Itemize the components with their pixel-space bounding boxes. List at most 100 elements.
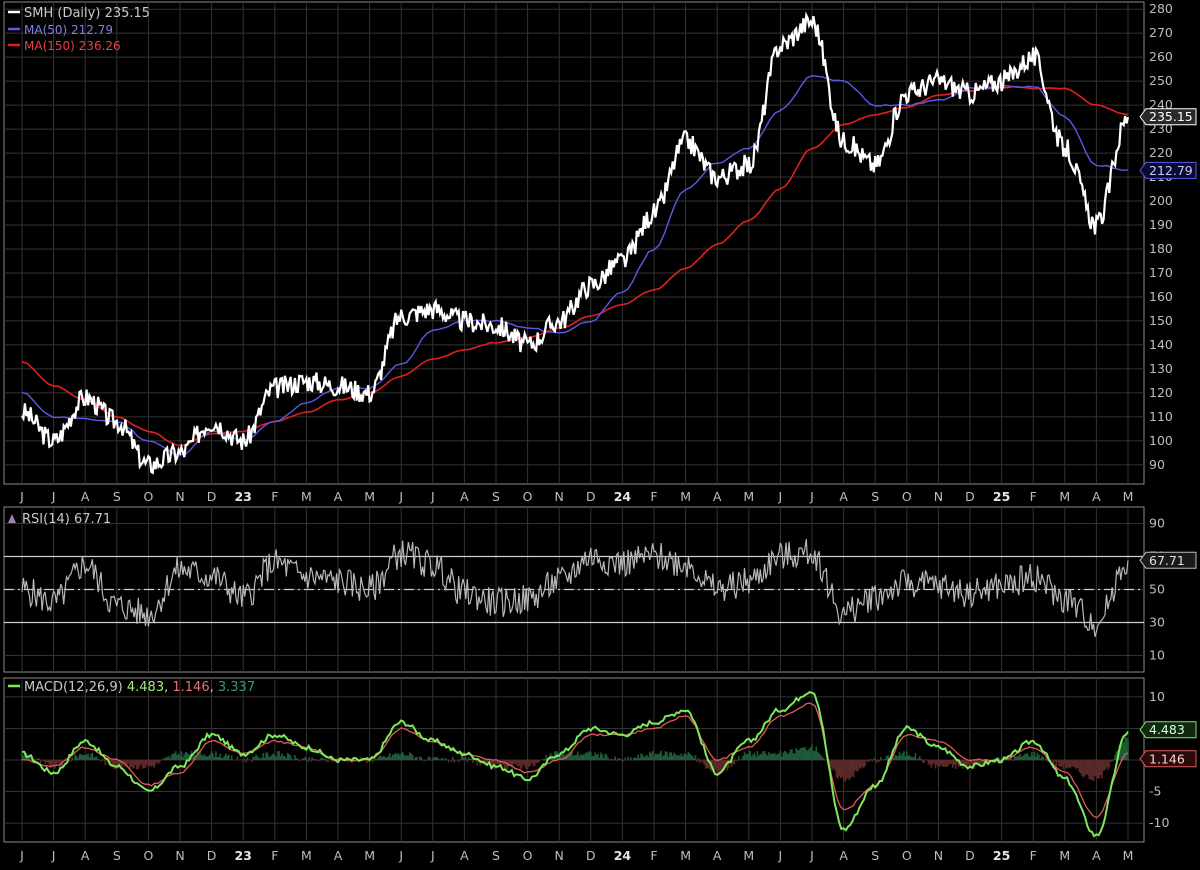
macd-legend-sep2: , — [210, 680, 214, 695]
x-tick-label: O — [902, 848, 912, 863]
x-tick-label: O — [143, 489, 153, 504]
price-y-tick: 100 — [1149, 433, 1173, 448]
x-tick-label: S — [871, 848, 879, 863]
macd-tag-text: 4.483 — [1149, 722, 1185, 737]
x-tick-label: D — [207, 489, 217, 504]
x-tick-label: M — [743, 489, 754, 504]
svg-text:MA(50) 212.79: MA(50) 212.79 — [24, 23, 113, 37]
macd-legend-sep1: , — [164, 680, 168, 695]
price-y-tick: 130 — [1149, 361, 1173, 376]
price-tag: 235.15 — [1139, 108, 1197, 126]
rsi-tag-box — [1139, 551, 1197, 569]
ma50-tag: 212.79 — [1139, 161, 1197, 179]
x-tick-label: F — [650, 848, 657, 863]
x-tick-label: S — [113, 489, 121, 504]
price-y-tick: 200 — [1149, 193, 1173, 208]
x-tick-label: J — [51, 489, 56, 504]
macd-legend: MACD(12,26,9) 4.483, 1.146, 3.337 — [8, 680, 255, 695]
svg-text:MACD(12,26,9) 4.483, 1.146, 3.: MACD(12,26,9) 4.483, 1.146, 3.337 — [24, 680, 255, 695]
ma50-legend-value: 212.79 — [71, 23, 113, 37]
price-y-tick: 260 — [1149, 49, 1173, 64]
x-tick-label: A — [460, 489, 469, 504]
rsi-tag-text: 67.71 — [1149, 553, 1185, 568]
x-tick-label: N — [175, 848, 184, 863]
macd-legend-label: MACD(12,26,9) — [24, 680, 123, 695]
macd-tag: 4.483 — [1139, 721, 1197, 739]
x-tick-label: 25 — [993, 489, 1010, 504]
price-y-tick: 140 — [1149, 337, 1173, 352]
x-tick-label: M — [743, 848, 754, 863]
x-tick-label: F — [1030, 489, 1037, 504]
grid-lines — [4, 2, 1144, 842]
rsi-legend-label: RSI(14) — [22, 512, 70, 527]
x-tick-label: J — [398, 489, 403, 504]
x-tick-label: 24 — [614, 489, 632, 504]
rsi-y-tick: 50 — [1149, 582, 1165, 597]
x-tick-label: N — [555, 848, 564, 863]
x-tick-label: J — [809, 848, 814, 863]
x-tick-label: D — [207, 848, 217, 863]
rsi-legend-value: 67.71 — [74, 512, 111, 527]
x-tick-label: S — [492, 848, 500, 863]
ma50-tag-box — [1139, 161, 1197, 179]
x-tick-label: D — [965, 848, 975, 863]
macd-tag-box — [1139, 721, 1197, 739]
series-lines — [21, 11, 1130, 838]
price-y-tick: 170 — [1149, 265, 1173, 280]
x-tick-label: O — [523, 848, 533, 863]
x-tick-label: N — [934, 848, 943, 863]
price-line — [21, 11, 1130, 475]
price-y-tick: 270 — [1149, 25, 1173, 40]
svg-text:SMH (Daily) 235.15: SMH (Daily) 235.15 — [24, 6, 150, 21]
rsi-y-tick: 90 — [1149, 516, 1165, 531]
x-tick-label: N — [175, 489, 184, 504]
macd-legend-v3: 3.337 — [218, 680, 255, 695]
x-tick-label: S — [113, 848, 121, 863]
x-tick-label: M — [1059, 848, 1070, 863]
x-tick-label: J — [430, 489, 435, 504]
svg-text:RSI(14) 67.71: RSI(14) 67.71 — [22, 512, 111, 527]
price-y-tick: 250 — [1149, 73, 1173, 88]
rsi-tag: 67.71 — [1139, 551, 1197, 569]
macd-legend-v1: 4.483 — [127, 680, 164, 695]
x-tick-label: J — [19, 848, 24, 863]
price-legend-value: 235.15 — [105, 6, 151, 21]
x-tick-label: J — [19, 489, 24, 504]
ma150-legend-value: 236.26 — [79, 39, 121, 53]
signal-tag-text: 1.146 — [1149, 751, 1185, 766]
x-tick-label: 25 — [993, 848, 1010, 863]
value-tags: 235.15 212.79 67.71 4.483 1.146 — [1139, 108, 1197, 768]
x-tick-label: A — [81, 489, 90, 504]
price-y-tick: 110 — [1149, 409, 1173, 424]
price-y-tick: 150 — [1149, 313, 1173, 328]
x-tick-label: F — [650, 489, 657, 504]
price-legend: SMH (Daily) 235.15 MA(50) 212.79 MA(150)… — [8, 6, 150, 53]
x-tick-label: A — [1092, 489, 1101, 504]
macd-y-tick: 10 — [1149, 689, 1165, 704]
x-tick-label: J — [430, 848, 435, 863]
x-tick-label: F — [1030, 848, 1037, 863]
x-tick-label: A — [334, 848, 343, 863]
x-tick-label: J — [809, 489, 814, 504]
rsi-line — [21, 539, 1129, 637]
x-tick-label: 24 — [614, 848, 632, 863]
x-tick-label: M — [680, 848, 691, 863]
x-tick-label: M — [1059, 489, 1070, 504]
svg-text:MA(150) 236.26: MA(150) 236.26 — [24, 39, 121, 53]
rsi-y-tick: 10 — [1149, 648, 1165, 663]
x-tick-label: M — [1123, 848, 1134, 863]
x-tick-label: A — [1092, 848, 1101, 863]
x-tick-label: A — [839, 848, 848, 863]
x-tick-label: 23 — [234, 489, 251, 504]
x-tick-label: M — [301, 489, 312, 504]
x-tick-label: N — [555, 489, 564, 504]
ma150-line — [21, 84, 1129, 447]
x-tick-label: D — [965, 489, 975, 504]
x-tick-label: S — [492, 489, 500, 504]
x-tick-label: M — [364, 848, 375, 863]
x-tick-label: A — [81, 848, 90, 863]
x-tick-label: M — [301, 848, 312, 863]
price-tag-text: 235.15 — [1149, 109, 1193, 124]
x-tick-label: O — [523, 489, 533, 504]
price-tag-box — [1139, 108, 1197, 126]
